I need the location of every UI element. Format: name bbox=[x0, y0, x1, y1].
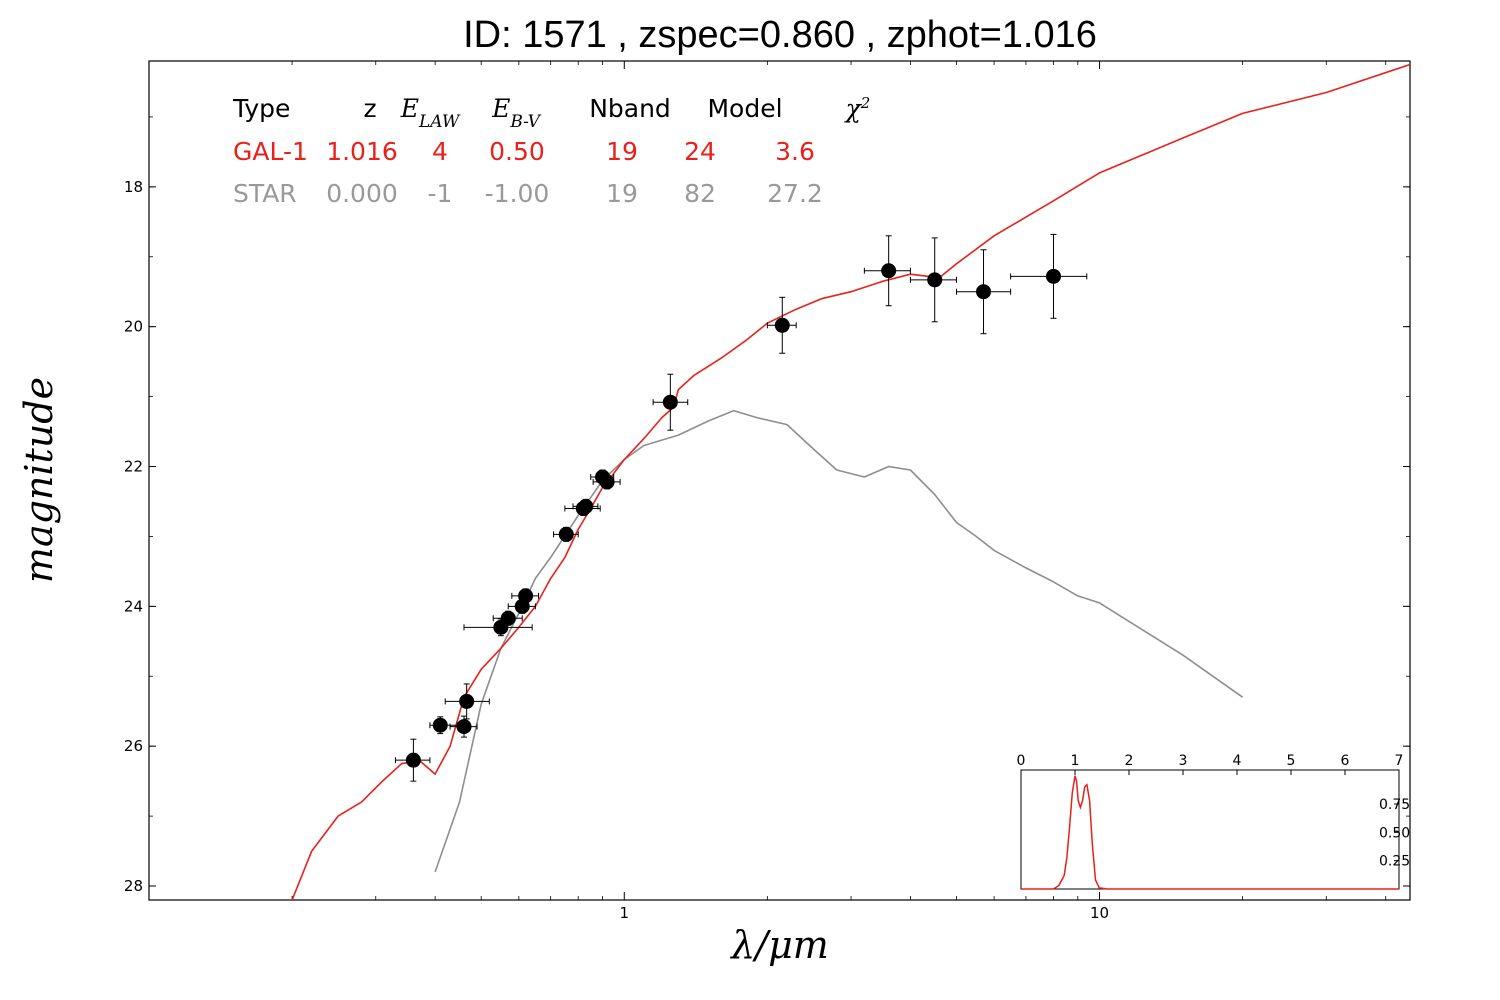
data-marker bbox=[456, 719, 472, 735]
plot-frame bbox=[148, 60, 1411, 901]
inset-y-tick-label: 0.50 bbox=[1379, 825, 1410, 841]
data-marker bbox=[578, 498, 594, 514]
data-marker bbox=[927, 272, 943, 288]
legend-header: Type bbox=[232, 94, 290, 123]
legend-cell: 82 bbox=[684, 179, 716, 208]
data-point bbox=[572, 498, 599, 514]
inset-x-tick-label: 2 bbox=[1125, 753, 1134, 769]
inset-x-tick-label: 5 bbox=[1287, 753, 1296, 769]
legend-header: EB-V bbox=[491, 94, 542, 132]
inset-x-tick-label: 1 bbox=[1071, 753, 1080, 769]
y-tick-label: 20 bbox=[124, 318, 143, 336]
legend-cell: 27.2 bbox=[767, 179, 823, 208]
data-marker bbox=[1045, 268, 1061, 284]
legend-cell: 19 bbox=[606, 179, 638, 208]
legend-header: Model bbox=[707, 94, 782, 123]
y-tick-label: 22 bbox=[124, 458, 143, 476]
data-marker bbox=[459, 693, 475, 709]
legend-cell: 19 bbox=[606, 137, 638, 166]
legend-cell: GAL-1 bbox=[233, 137, 308, 166]
data-point bbox=[652, 373, 689, 431]
data-marker bbox=[662, 394, 678, 410]
observed-points bbox=[394, 233, 1088, 782]
inset-x-tick-label: 4 bbox=[1233, 753, 1242, 769]
data-point bbox=[463, 618, 533, 637]
data-marker bbox=[518, 588, 534, 604]
data-point bbox=[449, 715, 478, 738]
data-marker bbox=[599, 474, 615, 490]
legend-cell: 4 bbox=[432, 137, 448, 166]
data-point bbox=[492, 610, 523, 626]
inset-x-tick-label: 7 bbox=[1395, 753, 1404, 769]
galaxy-model-line bbox=[291, 63, 1410, 900]
data-point bbox=[553, 526, 579, 542]
x-tick-label: 1 bbox=[619, 904, 629, 922]
data-point bbox=[1010, 233, 1088, 319]
legend-cell: 3.6 bbox=[775, 137, 815, 166]
chart-title: ID: 1571 , zspec=0.860 , zphot=1.016 bbox=[463, 14, 1097, 56]
inset-x-tick-label: 6 bbox=[1341, 753, 1350, 769]
x-axis-label: λ/μm bbox=[729, 923, 829, 967]
x-axis-ticks: 1 10 bbox=[291, 61, 1387, 922]
inset-x-tick-label: 3 bbox=[1179, 753, 1188, 769]
y-tick-label: 24 bbox=[124, 597, 143, 615]
data-point bbox=[511, 588, 540, 604]
inset-pdf-line bbox=[1021, 775, 1399, 890]
legend-header: ELAW bbox=[400, 94, 461, 132]
inset-y-tick-label: 0.75 bbox=[1379, 797, 1410, 813]
data-point bbox=[592, 474, 621, 490]
data-marker bbox=[976, 284, 992, 300]
legend-cell: -1.00 bbox=[485, 179, 550, 208]
redshift-pdf-inset: 0 1 2 3 4 5 6 7 0.25 0.50 0.75 bbox=[1017, 753, 1410, 890]
inset-x-tick-label: 0 bbox=[1017, 753, 1026, 769]
data-point bbox=[444, 683, 490, 720]
data-marker bbox=[774, 317, 790, 333]
data-marker bbox=[500, 610, 516, 626]
data-marker bbox=[405, 752, 421, 768]
data-point bbox=[766, 296, 797, 354]
model-curves bbox=[291, 63, 1410, 900]
data-marker bbox=[881, 263, 897, 279]
data-point bbox=[909, 237, 957, 323]
x-tick-label: 10 bbox=[1090, 904, 1109, 922]
star-model-line bbox=[434, 409, 1244, 873]
y-tick-label: 18 bbox=[124, 178, 143, 196]
inset-y-tick-label: 0.25 bbox=[1379, 854, 1410, 870]
y-tick-label: 28 bbox=[124, 877, 143, 895]
data-point bbox=[863, 235, 911, 307]
data-marker bbox=[432, 717, 448, 733]
legend-cell: -1 bbox=[428, 179, 453, 208]
y-axis-label: magnitude bbox=[17, 377, 61, 583]
legend-table: Type z ELAW EB-V Nband Model χ2 GAL-1 1.016 4 0.50… bbox=[232, 94, 870, 208]
legend-cell: 1.016 bbox=[326, 137, 398, 166]
legend-cell: 0.000 bbox=[326, 179, 398, 208]
legend-header: Nband bbox=[589, 94, 671, 123]
legend-header: z bbox=[363, 94, 376, 123]
legend-cell: 24 bbox=[684, 137, 716, 166]
legend-header: χ2 bbox=[844, 94, 871, 123]
y-tick-label: 26 bbox=[124, 737, 143, 755]
data-point bbox=[394, 738, 431, 782]
data-point bbox=[955, 249, 1012, 335]
data-point bbox=[429, 716, 458, 735]
data-marker bbox=[558, 526, 574, 542]
legend-cell: 0.50 bbox=[489, 137, 545, 166]
legend-cell: STAR bbox=[233, 179, 297, 208]
